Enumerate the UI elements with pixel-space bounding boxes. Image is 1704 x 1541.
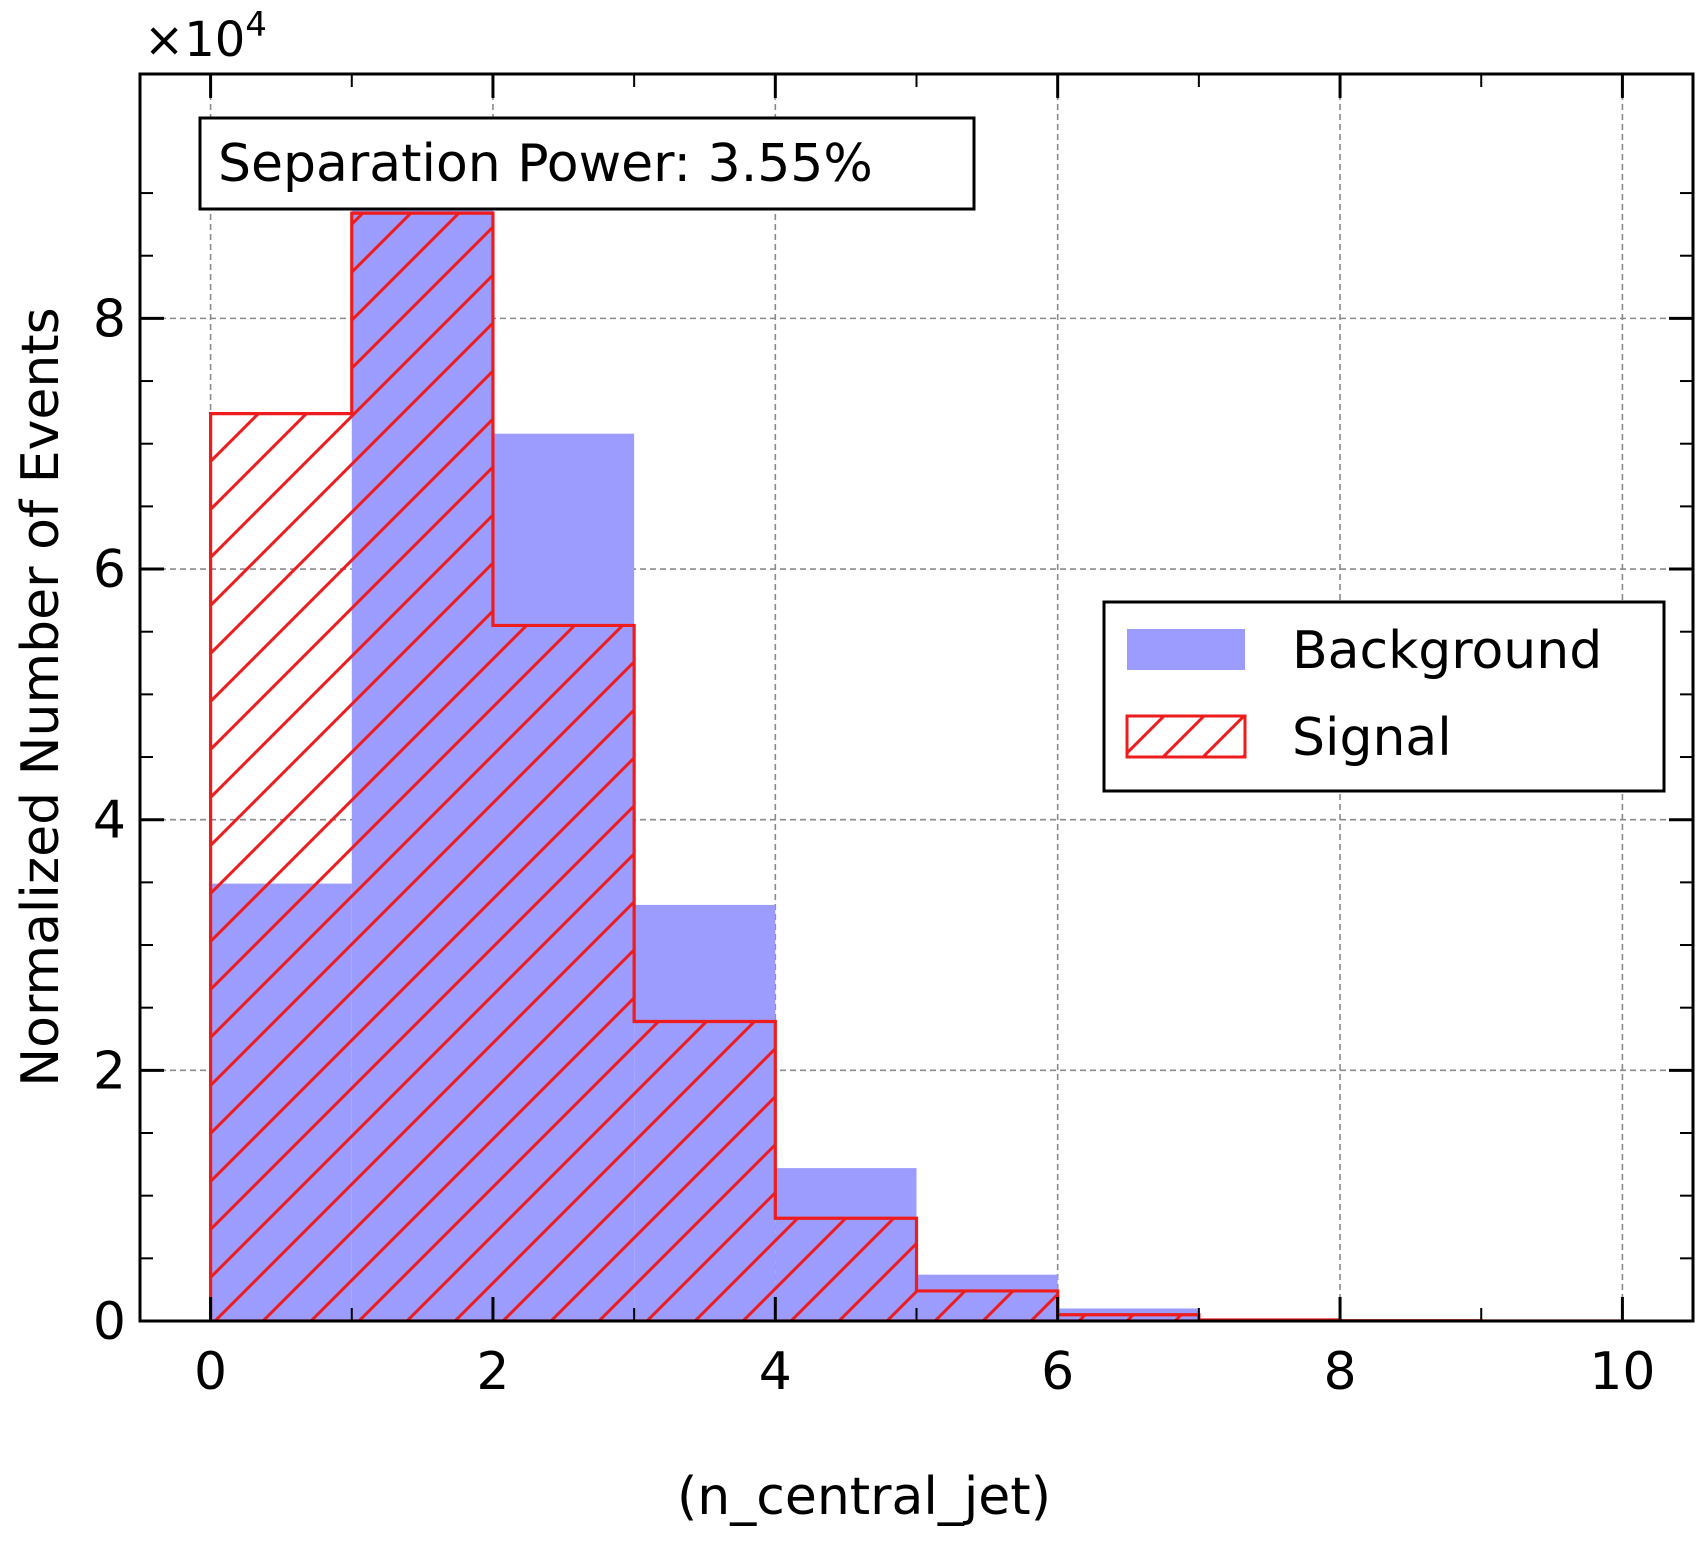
legend-background-label: Background: [1292, 621, 1602, 681]
legend-signal-label: Signal: [1292, 708, 1452, 768]
x-tick-labels: 0 2 4 6 8 10: [194, 1342, 1655, 1402]
y-tick-label: 8: [93, 289, 126, 349]
y-tick-label: 0: [93, 1292, 126, 1352]
y-tick-label: 6: [93, 540, 126, 600]
legend-signal-swatch: [1125, 714, 1247, 759]
x-tick-label: 8: [1323, 1342, 1356, 1402]
x-axis-label: (n_central_jet): [677, 1467, 1051, 1527]
x-tick-label: 6: [1041, 1342, 1074, 1402]
y-tick-label: 2: [93, 1041, 126, 1101]
y-axis-label: Normalized Number of Events: [11, 307, 71, 1087]
x-tick-label: 2: [476, 1342, 509, 1402]
annotation-box: [198, 116, 976, 211]
legend-background-swatch: [1127, 629, 1245, 670]
separation-power-annotation: Separation Power: 3.55%: [198, 116, 976, 211]
x-tick-label: 10: [1589, 1342, 1655, 1402]
y-multiplier-label: ×104: [144, 5, 267, 68]
x-tick-label: 4: [759, 1342, 792, 1402]
x-tick-label: 0: [194, 1342, 227, 1402]
axis-ticks: [140, 74, 1693, 1323]
y-tick-label: 4: [93, 791, 126, 851]
signal-hatch-fill: [210, 213, 1623, 1321]
y-tick-labels: 0 2 4 6 8: [93, 289, 126, 1352]
legend: Background Signal: [1102, 600, 1666, 793]
annotation-text: Separation Power: 3.55%: [218, 134, 873, 194]
